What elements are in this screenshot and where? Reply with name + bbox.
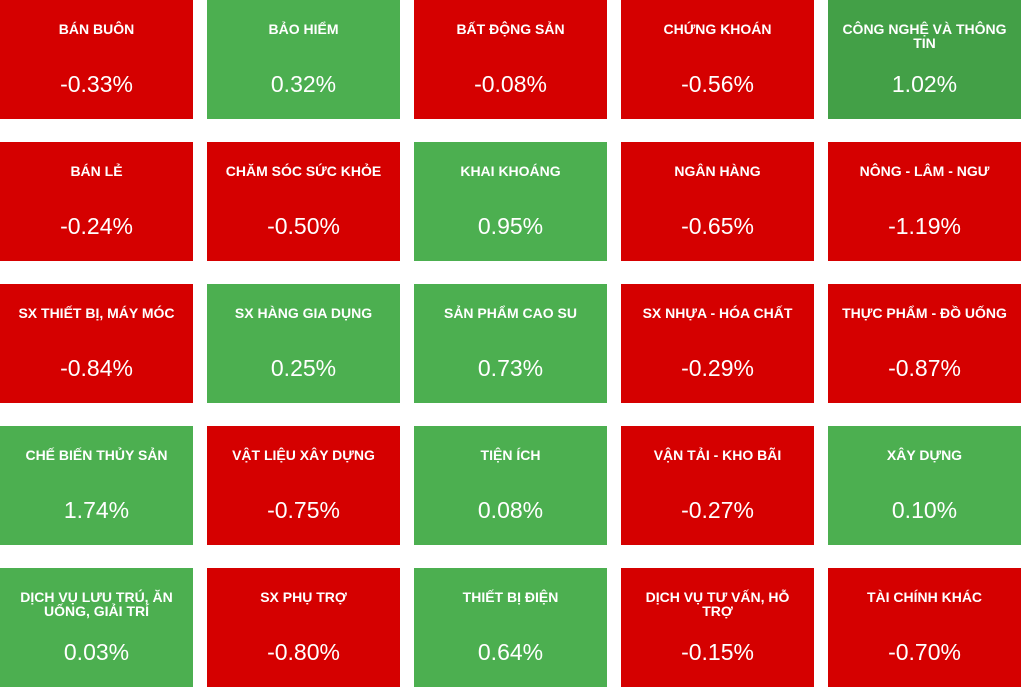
sector-name: CHĂM SÓC SỨC KHỎE [225, 163, 382, 179]
sector-name: VẬT LIỆU XÂY DỰNG [232, 447, 375, 463]
sector-change: 0.32% [270, 71, 337, 97]
sector-tile: BẢO HIỂM 0.32% [207, 0, 400, 119]
sector-change: -0.70% [888, 639, 961, 665]
sector-name: SX THIẾT BỊ, MÁY MÓC [18, 305, 175, 321]
sector-name: SX NHỰA - HÓA CHẤT [642, 305, 793, 321]
sector-name: KHAI KHOÁNG [460, 163, 561, 179]
sector-change: 0.03% [63, 639, 130, 665]
sector-tile: BẤT ĐỘNG SẢN -0.08% [414, 0, 607, 119]
sector-name: SX HÀNG GIA DỤNG [234, 305, 373, 321]
sector-tile: BÁN LẺ -0.24% [0, 142, 193, 261]
sector-name: CÔNG NGHỆ VÀ THÔNG TIN [842, 21, 1007, 51]
sector-tile: SẢN PHẨM CAO SU 0.73% [414, 284, 607, 403]
sector-name: SX PHỤ TRỢ [260, 589, 347, 605]
sector-change: -0.75% [267, 497, 340, 523]
sector-change: 0.95% [477, 213, 544, 239]
sector-change: -0.29% [681, 355, 754, 381]
sector-tile: VẬT LIỆU XÂY DỰNG -0.75% [207, 426, 400, 545]
sector-change: -0.08% [474, 71, 547, 97]
sector-name: THỰC PHẨM - ĐỒ UỐNG [842, 305, 1007, 321]
sector-tile: TIỆN ÍCH 0.08% [414, 426, 607, 545]
sector-change: 0.08% [477, 497, 544, 523]
sector-name: XÂY DỰNG [886, 447, 963, 463]
sector-name: BẤT ĐỘNG SẢN [456, 21, 565, 37]
sector-change: -0.24% [60, 213, 133, 239]
sector-tile: SX PHỤ TRỢ -0.80% [207, 568, 400, 687]
sector-change: 1.02% [891, 71, 958, 97]
sector-tile: CÔNG NGHỆ VÀ THÔNG TIN 1.02% [828, 0, 1021, 119]
sector-tile: SX NHỰA - HÓA CHẤT -0.29% [621, 284, 814, 403]
sector-change: -0.56% [681, 71, 754, 97]
sector-tile: THIẾT BỊ ĐIỆN 0.64% [414, 568, 607, 687]
sector-name: SẢN PHẨM CAO SU [443, 305, 577, 321]
sector-change: -0.84% [60, 355, 133, 381]
sector-name: NÔNG - LÂM - NGƯ [859, 163, 990, 179]
sector-name: TÀI CHÍNH KHÁC [866, 589, 983, 605]
sector-name: BÁN BUÔN [58, 21, 135, 37]
sector-tile: VẬN TẢI - KHO BÃI -0.27% [621, 426, 814, 545]
sector-name: TIỆN ÍCH [480, 447, 541, 463]
sector-change: 0.25% [270, 355, 337, 381]
sector-change: -0.33% [60, 71, 133, 97]
sector-change: 0.64% [477, 639, 544, 665]
sector-change: -0.27% [681, 497, 754, 523]
sector-name: NGÂN HÀNG [674, 163, 761, 179]
sector-name: DỊCH VỤ TƯ VẤN, HỖ TRỢ [645, 589, 790, 619]
sector-tile: NGÂN HÀNG -0.65% [621, 142, 814, 261]
sector-tile: CHĂM SÓC SỨC KHỎE -0.50% [207, 142, 400, 261]
sector-tile: BÁN BUÔN -0.33% [0, 0, 193, 119]
sector-tile: NÔNG - LÂM - NGƯ -1.19% [828, 142, 1021, 261]
sector-name: THIẾT BỊ ĐIỆN [462, 589, 559, 605]
sector-name: CHỨNG KHOÁN [663, 21, 772, 37]
sector-name: CHẾ BIẾN THỦY SẢN [25, 447, 168, 463]
sector-tile: SX THIẾT BỊ, MÁY MÓC -0.84% [0, 284, 193, 403]
sector-name: BÁN LẺ [70, 163, 123, 179]
sector-change: -0.87% [888, 355, 961, 381]
sector-tile: CHỨNG KHOÁN -0.56% [621, 0, 814, 119]
sector-change: 0.10% [891, 497, 958, 523]
sector-name: VẬN TẢI - KHO BÃI [653, 447, 782, 463]
sector-change: 1.74% [63, 497, 130, 523]
sector-tile: KHAI KHOÁNG 0.95% [414, 142, 607, 261]
sector-tile: TÀI CHÍNH KHÁC -0.70% [828, 568, 1021, 687]
sector-change: 0.73% [477, 355, 544, 381]
sector-change: -0.80% [267, 639, 340, 665]
sector-tile: CHẾ BIẾN THỦY SẢN 1.74% [0, 426, 193, 545]
sector-tile: DỊCH VỤ TƯ VẤN, HỖ TRỢ -0.15% [621, 568, 814, 687]
sector-tile: DỊCH VỤ LƯU TRÚ, ĂN UỐNG, GIẢI TRÍ 0.03% [0, 568, 193, 687]
sector-change: -1.19% [888, 213, 961, 239]
sector-change: -0.50% [267, 213, 340, 239]
sector-tile: XÂY DỰNG 0.10% [828, 426, 1021, 545]
sector-name: DỊCH VỤ LƯU TRÚ, ĂN UỐNG, GIẢI TRÍ [20, 589, 173, 619]
sector-change: -0.15% [681, 639, 754, 665]
sector-tile: THỰC PHẨM - ĐỒ UỐNG -0.87% [828, 284, 1021, 403]
sector-name: BẢO HIỂM [268, 21, 339, 37]
sector-change: -0.65% [681, 213, 754, 239]
sector-tile: SX HÀNG GIA DỤNG 0.25% [207, 284, 400, 403]
